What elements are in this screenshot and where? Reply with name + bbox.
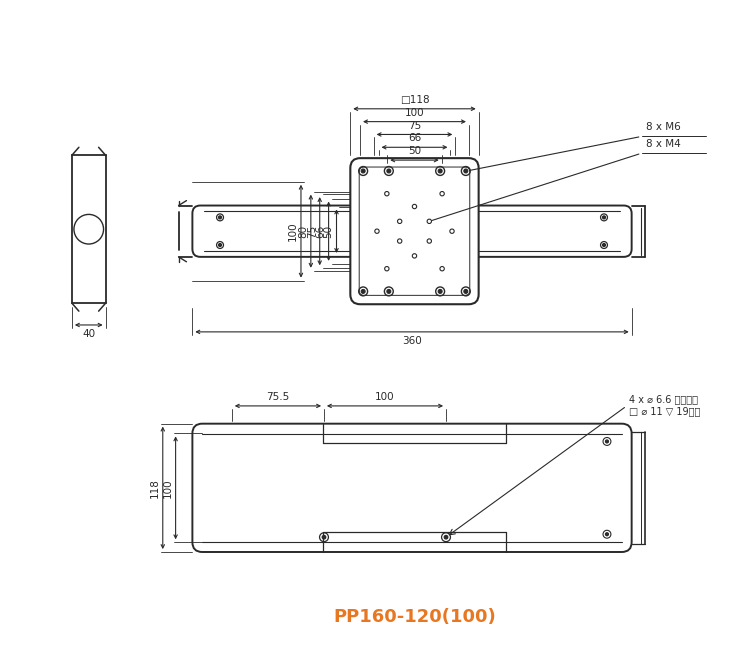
- Text: 66: 66: [408, 134, 421, 143]
- Circle shape: [387, 290, 391, 293]
- Circle shape: [362, 169, 365, 173]
- Text: 50: 50: [323, 224, 334, 238]
- FancyBboxPatch shape: [350, 158, 478, 304]
- Circle shape: [438, 169, 442, 173]
- Text: 75: 75: [408, 121, 421, 130]
- Circle shape: [605, 440, 608, 443]
- Circle shape: [602, 244, 605, 246]
- Text: PP160-120(100): PP160-120(100): [333, 608, 496, 626]
- Circle shape: [322, 535, 326, 539]
- Text: 118: 118: [150, 478, 160, 498]
- Text: 100: 100: [288, 221, 298, 241]
- Text: 100: 100: [163, 478, 172, 498]
- FancyBboxPatch shape: [193, 424, 632, 552]
- Text: 8 x M6: 8 x M6: [646, 123, 681, 132]
- Circle shape: [387, 169, 391, 173]
- Circle shape: [602, 216, 605, 219]
- Text: □ ⌀ 11 ▽ 19反向: □ ⌀ 11 ▽ 19反向: [628, 406, 700, 416]
- Text: 360: 360: [402, 336, 422, 346]
- Text: 100: 100: [405, 108, 424, 117]
- Text: 50: 50: [408, 146, 421, 156]
- Text: 75: 75: [307, 224, 316, 238]
- FancyBboxPatch shape: [193, 206, 632, 257]
- Circle shape: [444, 535, 448, 539]
- Circle shape: [464, 169, 468, 173]
- Circle shape: [362, 290, 365, 293]
- Text: 4 x ⌀ 6.6 完全贯穿: 4 x ⌀ 6.6 完全贯穿: [628, 394, 698, 404]
- Text: 8 x M4: 8 x M4: [646, 139, 681, 149]
- Text: □118: □118: [400, 95, 429, 105]
- Circle shape: [218, 244, 221, 246]
- FancyBboxPatch shape: [359, 167, 470, 295]
- Text: 80: 80: [298, 224, 308, 238]
- Circle shape: [605, 533, 608, 536]
- Text: 66: 66: [316, 224, 326, 238]
- Circle shape: [438, 290, 442, 293]
- Circle shape: [464, 290, 468, 293]
- Text: 100: 100: [375, 392, 394, 402]
- Text: 75.5: 75.5: [266, 392, 290, 402]
- Circle shape: [218, 216, 221, 219]
- Text: 40: 40: [82, 329, 95, 339]
